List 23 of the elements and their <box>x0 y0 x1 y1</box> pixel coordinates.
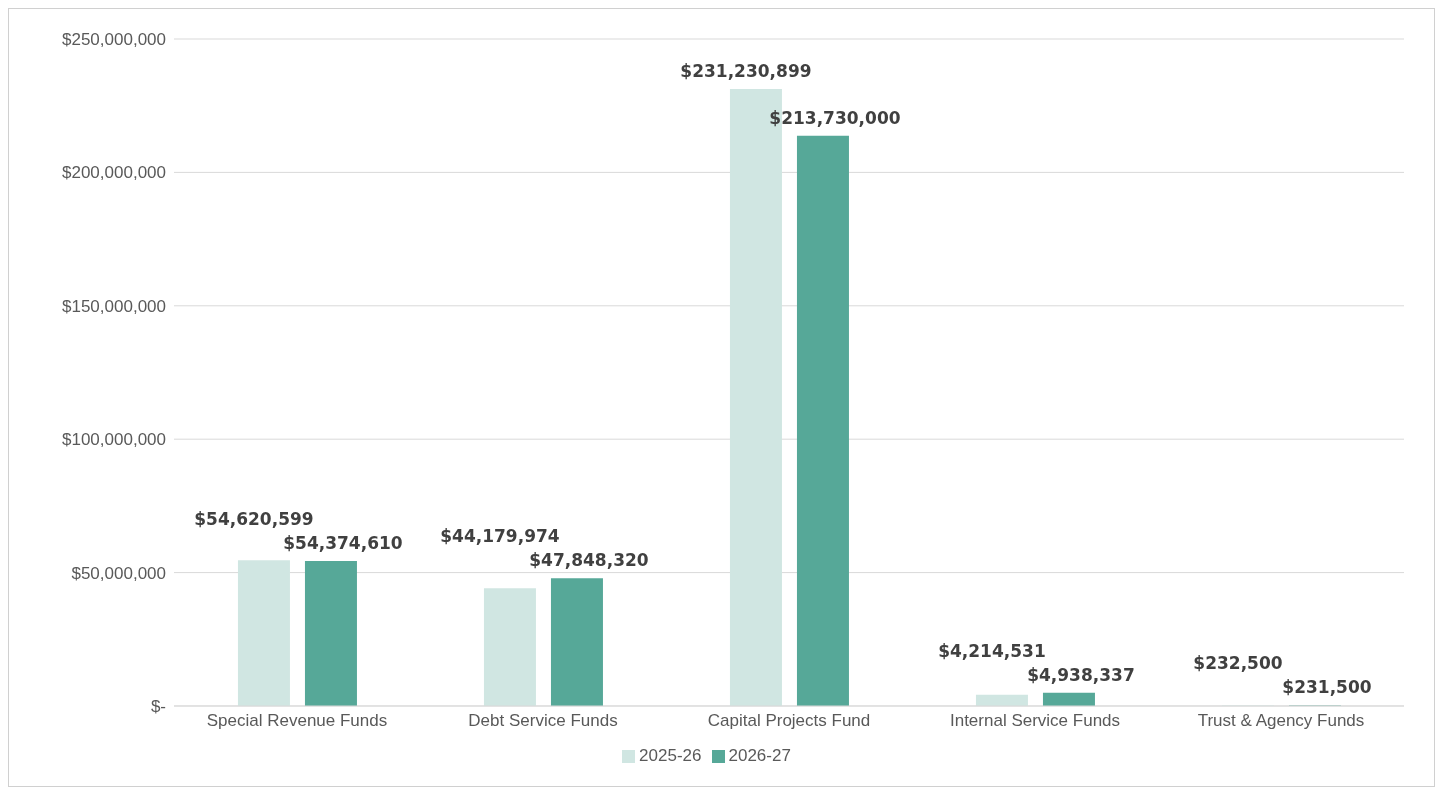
data-label: $4,214,531 <box>938 640 1046 661</box>
data-label: $213,730,000 <box>769 107 901 128</box>
legend-label: 2025-26 <box>639 746 702 765</box>
legend-label: 2026-27 <box>728 746 791 765</box>
x-tick-label: Debt Service Funds <box>468 711 618 731</box>
x-tick-label: Internal Service Funds <box>949 711 1121 731</box>
data-label: $54,620,599 <box>194 508 314 529</box>
data-label: $44,179,974 <box>440 526 560 547</box>
data-label: $4,938,337 <box>1027 664 1135 685</box>
y-tick-label: $- <box>150 697 166 717</box>
x-tick-label: Capital Projects Fund <box>707 711 871 731</box>
y-tick-label: $50,000,000 <box>71 563 166 583</box>
y-tick-label: $150,000,000 <box>62 296 166 316</box>
x-tick-label: Trust & Agency Funds <box>1197 711 1365 731</box>
data-label: $47,848,320 <box>529 550 649 571</box>
data-label: $54,374,610 <box>283 532 403 553</box>
data-label: $231,500 <box>1282 677 1372 698</box>
y-tick-label: $100,000,000 <box>62 430 166 450</box>
y-tick-label: $200,000,000 <box>62 163 166 183</box>
data-label: $232,500 <box>1193 653 1283 674</box>
y-tick-label: $250,000,000 <box>62 30 166 50</box>
x-tick-label: Special Revenue Funds <box>206 711 388 731</box>
data-label: $231,230,899 <box>680 61 812 82</box>
